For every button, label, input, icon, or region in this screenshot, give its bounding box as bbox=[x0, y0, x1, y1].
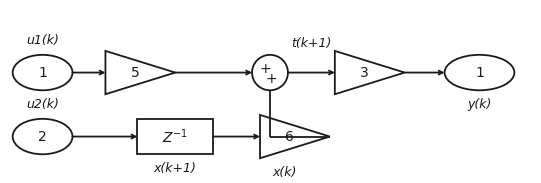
Text: 1: 1 bbox=[475, 66, 484, 80]
Text: 2: 2 bbox=[38, 130, 47, 143]
Text: u1(k): u1(k) bbox=[26, 34, 59, 47]
Text: 5: 5 bbox=[131, 66, 140, 80]
Text: 3: 3 bbox=[360, 66, 369, 80]
Text: y(k): y(k) bbox=[467, 98, 492, 111]
Text: u2(k): u2(k) bbox=[26, 98, 59, 111]
Text: +: + bbox=[266, 72, 278, 86]
Text: 1: 1 bbox=[38, 66, 47, 80]
Text: +: + bbox=[259, 62, 271, 76]
Bar bbox=[137, 119, 213, 154]
Text: t(k+1): t(k+1) bbox=[291, 37, 331, 50]
Text: 6: 6 bbox=[285, 130, 294, 143]
Text: x(k+1): x(k+1) bbox=[154, 162, 197, 175]
Text: x(k): x(k) bbox=[272, 166, 296, 179]
Text: $Z^{-1}$: $Z^{-1}$ bbox=[162, 127, 188, 146]
